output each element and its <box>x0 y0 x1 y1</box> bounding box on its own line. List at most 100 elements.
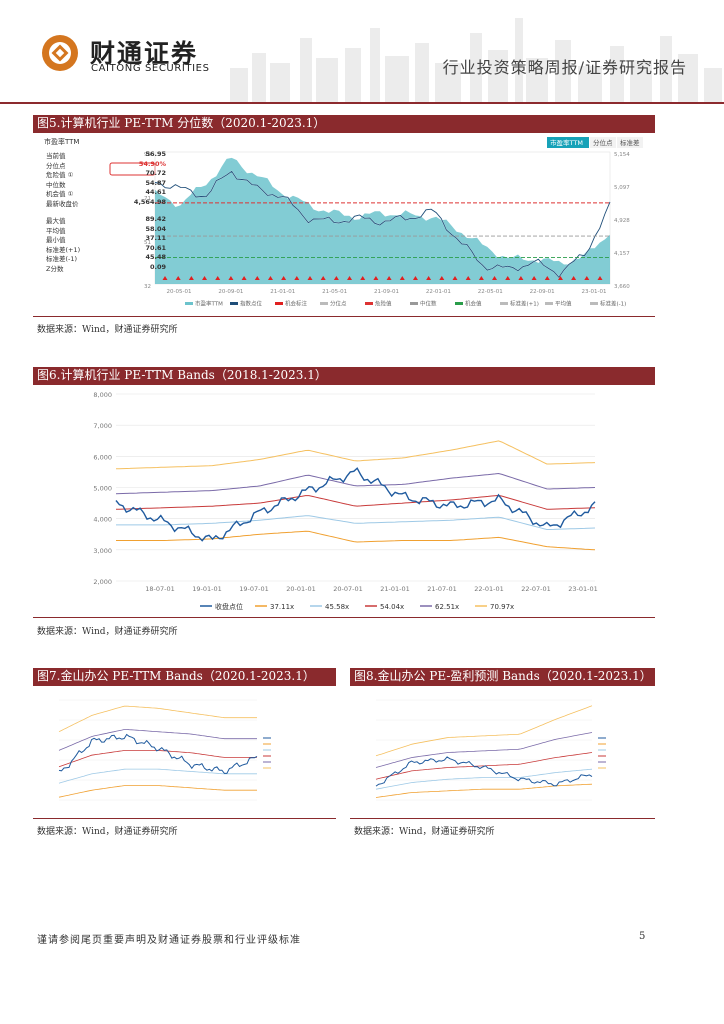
fig6-legend-label: 54.04x <box>380 603 404 611</box>
fig5-ytick-right: 4,157 <box>614 251 630 257</box>
fig6-xtick: 22-07-01 <box>521 585 551 593</box>
fig6-band-line-37.11x <box>116 530 596 551</box>
fig5-index-line <box>154 170 611 279</box>
fig5-opportunity-marker <box>307 276 313 280</box>
stat-value: 70.61 <box>145 243 166 252</box>
tab-stddev: 标准差 <box>620 138 640 147</box>
page-number: 5 <box>639 931 646 942</box>
fig5-opportunity-marker <box>333 276 339 280</box>
header-skyline-illustration <box>230 18 722 103</box>
fig5-ytick-left: 51 <box>144 240 151 246</box>
stat-value: 54.90% <box>138 159 166 168</box>
stat-label: 最新收盘价 <box>46 199 79 208</box>
stat-row: 机会值 ① 44.61 <box>46 188 166 198</box>
fig6-xtick: 21-07-01 <box>427 585 457 593</box>
header-divider <box>0 102 724 104</box>
fig5-legend-swatch <box>365 302 373 305</box>
fig5-legend-swatch <box>590 302 598 305</box>
fig5-legend-label: 分位点 <box>330 300 347 308</box>
fig6-xtick: 19-07-01 <box>239 585 269 593</box>
figure-5-chart: 市盈率TTM 市盈率TTM 分位点 标准差 95 71 51 32 5,154 5,097… <box>44 137 643 308</box>
fig5-ytick-right: 4,928 <box>614 218 630 224</box>
fig5-stats-table: 当前值 56.95 分位点 54.90% 危险值 ① 70.72 中位数 54.87 机会值 ①… <box>46 150 166 273</box>
figure-6-chart: 2,000 3,000 4,000 5,000 6,000 7,000 8,000 18-07… <box>93 391 597 611</box>
fig5-opportunity-marker <box>254 276 260 280</box>
fig6-ytick: 4,000 <box>93 516 112 524</box>
fig8-plot-band-line <box>375 783 593 798</box>
fig5-opportunity-marker <box>544 276 550 280</box>
fig6-xtick: 20-07-01 <box>333 585 363 593</box>
stat-row: 分位点 54.90% <box>46 160 166 170</box>
fig8-plot-area <box>375 699 606 801</box>
fig7-plot-band-line <box>58 729 257 751</box>
stat-label: 标准差(-1) <box>46 255 78 263</box>
fig8-plot-band-line <box>375 705 593 757</box>
fig5-legend-label: 平均值 <box>555 300 572 308</box>
stat-row: 中位数 54.87 <box>46 179 166 189</box>
fig7-plot-band-line <box>58 785 257 798</box>
stat-label: 机会值 ① <box>46 190 74 198</box>
stat-row: 最小值 37.11 <box>46 234 166 244</box>
fig5-ytick-right: 5,097 <box>614 185 630 191</box>
fig5-tabs[interactable]: 市盈率TTM 分位点 标准差 <box>547 137 643 148</box>
fig7-plot-band-line <box>58 705 257 733</box>
fig6-legend-label: 45.58x <box>325 603 349 611</box>
tab-pe-ttm: 市盈率TTM <box>550 138 583 147</box>
fig8-plot-close-line <box>375 756 593 787</box>
stat-value: 37.11 <box>145 234 166 242</box>
stat-value: 4,564.98 <box>133 197 166 206</box>
fig5-xtick: 20-09-01 <box>218 289 243 295</box>
stat-row: 标准差(+1) 70.61 <box>46 244 166 254</box>
fig5-opportunity-marker <box>518 276 524 280</box>
stat-label: 分位点 <box>46 161 66 170</box>
fig5-legend-label: 危险值 <box>375 300 392 308</box>
stat-row: 标准差(-1) 45.48 <box>46 253 166 263</box>
caitong-logo-icon <box>42 35 78 71</box>
fig8-plot-band-line <box>375 768 593 790</box>
fig5-legend-label: 机会值 <box>465 300 482 308</box>
figure-8-title: 图8.金山办公 PE-盈利预测 Bands（2020.1-2023.1） <box>350 668 655 686</box>
stat-row: 最新收盘价 4,564.98 <box>46 198 166 208</box>
fig5-opportunity-marker <box>531 276 537 280</box>
figure-8-bottom-rule <box>350 818 655 819</box>
stat-label: 最大值 <box>46 217 66 225</box>
fig5-opportunity-marker <box>228 276 234 280</box>
fig8-plot-band-line <box>375 732 593 768</box>
stat-label: 标准差(+1) <box>46 245 81 254</box>
stat-row: 当前值 56.95 <box>46 150 166 160</box>
figure-7-source: 数据来源：Wind，财通证券研究所 <box>37 827 178 837</box>
fig5-opportunity-marker <box>386 276 392 280</box>
fig5-opportunity-marker <box>175 276 181 280</box>
stat-value: 0.09 <box>149 262 166 271</box>
stat-label: 平均值 <box>46 226 66 235</box>
fig6-band-line-62.51x <box>115 472 596 495</box>
fig6-xtick: 20-01-01 <box>286 585 316 593</box>
fig6-xtick: 19-01-01 <box>192 585 222 593</box>
fig5-xtick: 20-05-01 <box>167 289 192 295</box>
fig5-opportunity-marker <box>426 276 432 280</box>
fig6-ytick: 5,000 <box>93 485 112 493</box>
fig5-legend-label: 标准差(-1) <box>600 300 626 308</box>
footer-disclaimer: 谨请参阅尾页重要声明及财通证券股票和行业评级标准 <box>37 935 301 946</box>
fig5-opportunity-marker <box>465 276 471 280</box>
fig5-plot-area: 95 71 51 32 5,154 5,097 4,928 4,157 3,660 20-05-0… <box>144 151 630 308</box>
figure-6-source: 数据来源：Wind，财通证券研究所 <box>37 627 178 637</box>
stat-row: 最大值 89.42 <box>46 215 166 225</box>
fig5-legend-swatch <box>545 302 553 305</box>
fig5-opportunity-marker <box>202 276 208 280</box>
fig6-legend-label: 70.97x <box>490 603 514 611</box>
report-title: 行业投资策略周报/证券研究报告 <box>442 58 687 77</box>
tab-stddev-bg <box>617 137 643 148</box>
fig5-legend-label: 指数点位 <box>240 300 263 308</box>
stat-value: 70.72 <box>145 169 166 177</box>
fig5-opportunity-marker <box>399 276 405 280</box>
fig6-legend-label: 收盘点位 <box>215 602 243 611</box>
fig6-ytick: 7,000 <box>93 422 112 430</box>
stat-value: 45.48 <box>145 253 166 261</box>
stat-row: 平均值 58.04 <box>46 225 166 235</box>
fig5-opportunity-marker <box>347 276 353 280</box>
fig5-ytick-left: 71 <box>144 196 151 202</box>
stat-label: 中位数 <box>46 180 66 189</box>
fig6-xtick: 18-07-01 <box>145 585 175 593</box>
fig5-legend-swatch <box>410 302 418 305</box>
